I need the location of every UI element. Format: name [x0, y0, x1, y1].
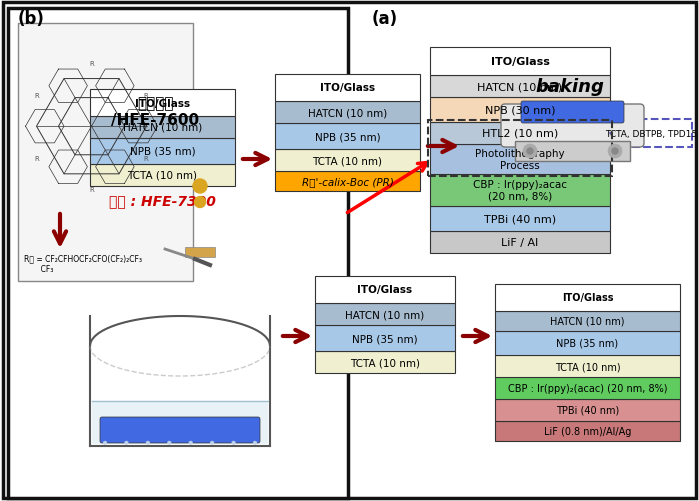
Text: TCTA (10 nm): TCTA (10 nm)	[312, 156, 382, 166]
Bar	[18, 24, 193, 282]
Bar	[428, 121, 612, 177]
Text: R: R	[34, 93, 39, 99]
Bar	[315, 351, 455, 373]
Bar	[275, 102, 420, 124]
Text: HATCN (10 nm): HATCN (10 nm)	[308, 108, 387, 118]
Text: TCTA (10 nm): TCTA (10 nm)	[555, 361, 620, 371]
Text: LiF (0.8 nm)/Al/Ag: LiF (0.8 nm)/Al/Ag	[544, 426, 631, 436]
Bar	[430, 145, 610, 175]
Text: baking: baking	[535, 78, 605, 96]
Bar	[430, 175, 610, 206]
Text: ITO/Glass: ITO/Glass	[491, 57, 549, 67]
Bar	[90, 117, 235, 139]
Bar	[275, 172, 420, 191]
Bar	[315, 304, 455, 325]
Text: HATCN (10 nm): HATCN (10 nm)	[550, 316, 625, 326]
Text: CBP : Ir(ppy)₂acac
(20 nm, 8%): CBP : Ir(ppy)₂acac (20 nm, 8%)	[473, 180, 567, 201]
Text: NPB (35 nm): NPB (35 nm)	[352, 333, 418, 343]
Text: ITO/Glass: ITO/Glass	[357, 285, 412, 295]
Text: NPB (35 nm): NPB (35 nm)	[556, 338, 619, 348]
Text: ITO/Glass: ITO/Glass	[135, 98, 190, 108]
Text: R₟'-calix-Boc (PR): R₟'-calix-Boc (PR)	[301, 177, 394, 187]
Text: R: R	[89, 187, 94, 193]
Text: NPB (35 nm): NPB (35 nm)	[130, 147, 195, 157]
Bar	[315, 325, 455, 351]
Text: ITO/Glass: ITO/Glass	[320, 83, 375, 93]
Bar	[315, 277, 455, 304]
Text: (a): (a)	[372, 10, 398, 28]
Bar	[430, 48, 610, 76]
Text: R: R	[144, 155, 148, 161]
Circle shape	[523, 145, 537, 159]
Text: 현상 : HFE-7300: 현상 : HFE-7300	[109, 193, 216, 207]
Bar	[8, 9, 348, 498]
Circle shape	[254, 441, 257, 444]
Circle shape	[168, 441, 171, 444]
Bar	[610, 120, 692, 148]
Bar	[275, 124, 420, 150]
Circle shape	[194, 197, 206, 208]
Text: (b): (b)	[18, 10, 45, 28]
Bar	[495, 312, 680, 331]
Bar	[430, 231, 610, 254]
Bar	[430, 206, 610, 231]
Circle shape	[210, 441, 214, 444]
FancyBboxPatch shape	[521, 102, 624, 124]
Bar	[185, 247, 215, 258]
Text: CBP : Ir(ppy)₂(acac) (20 nm, 8%): CBP : Ir(ppy)₂(acac) (20 nm, 8%)	[507, 383, 668, 393]
Bar	[495, 355, 680, 377]
Bar	[275, 150, 420, 172]
FancyBboxPatch shape	[100, 417, 260, 443]
FancyBboxPatch shape	[501, 105, 644, 148]
Text: ITO/Glass: ITO/Glass	[562, 293, 613, 303]
Bar	[90, 139, 235, 165]
Circle shape	[103, 441, 106, 444]
Bar	[495, 399, 680, 421]
Text: TCTA (10 nm): TCTA (10 nm)	[350, 357, 420, 367]
Circle shape	[612, 149, 618, 155]
Bar	[495, 331, 680, 355]
Text: HATCN (10 nm): HATCN (10 nm)	[345, 310, 424, 319]
Bar	[275, 75, 420, 102]
Text: Photolithography
Process: Photolithography Process	[475, 149, 565, 170]
Bar	[90, 165, 235, 187]
Text: TPBi (40 nm): TPBi (40 nm)	[556, 405, 619, 415]
Circle shape	[608, 145, 622, 159]
Bar	[495, 377, 680, 399]
Text: TCTA (10 nm): TCTA (10 nm)	[127, 171, 198, 181]
Circle shape	[527, 149, 533, 155]
Text: HATCN (10 nm): HATCN (10 nm)	[123, 123, 202, 133]
Text: NPB (35 nm): NPB (35 nm)	[315, 132, 380, 142]
Text: R₟ = CF₂CFHOCF₂CFO(CF₂)₂CF₃
       CF₃: R₟ = CF₂CFHOCF₂CFO(CF₂)₂CF₃ CF₃	[24, 254, 142, 274]
Text: TPBi (40 nm): TPBi (40 nm)	[484, 214, 556, 224]
Bar	[430, 76, 610, 98]
Text: R: R	[89, 61, 94, 67]
Text: HATCN (10 nm): HATCN (10 nm)	[477, 82, 563, 92]
Bar	[515, 142, 630, 162]
Circle shape	[193, 180, 207, 193]
Circle shape	[232, 441, 235, 444]
Bar	[90, 90, 235, 117]
Bar	[495, 421, 680, 441]
Circle shape	[146, 441, 150, 444]
Text: TCTA, DBTPB, TPD15: TCTA, DBTPB, TPD15	[605, 129, 697, 138]
Bar	[495, 285, 680, 312]
Bar	[430, 98, 610, 123]
Text: R: R	[34, 155, 39, 161]
Text: 감광재료
/HFE-7600: 감광재료 /HFE-7600	[111, 96, 199, 128]
Text: NPB (30 nm): NPB (30 nm)	[484, 105, 555, 115]
Circle shape	[125, 441, 128, 444]
Bar	[430, 123, 610, 145]
Text: HTL2 (10 nm): HTL2 (10 nm)	[482, 129, 558, 139]
Bar	[92, 401, 268, 444]
Circle shape	[189, 441, 192, 444]
Text: LiF / Al: LiF / Al	[501, 237, 539, 247]
Text: R: R	[144, 93, 148, 99]
